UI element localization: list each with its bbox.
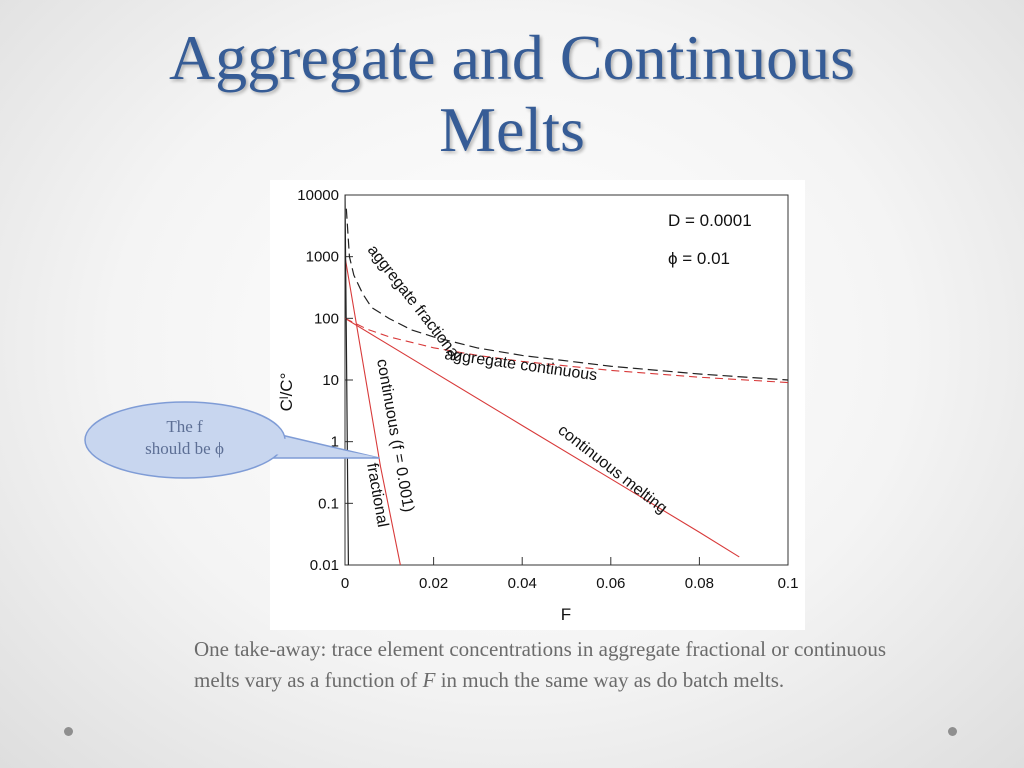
y-tick-label: 0.01 xyxy=(310,557,339,574)
y-tick-label: 1000 xyxy=(306,249,339,266)
y-tick-label: 0.1 xyxy=(318,495,339,512)
label-continuous-melting: continuous melting xyxy=(555,422,671,518)
takeaway-part2: in much the same way as do batch melts. xyxy=(435,668,785,692)
takeaway-part1: One take-away: trace element concentrati… xyxy=(194,637,887,692)
x-tick-label: 0.06 xyxy=(596,575,625,592)
label-aggregate-continuous: aggregate continuous xyxy=(443,346,598,384)
chart-panel: 0.01 0.1 1 10 100 1000 10000 0 0.02 0.04 0.06 0.08… xyxy=(270,180,805,630)
takeaway-italic-f: F xyxy=(422,668,436,692)
melt-chart: 0.01 0.1 1 10 100 1000 10000 0 0.02 0.04 0.06 0.08… xyxy=(277,187,799,624)
x-tick-label: 0.08 xyxy=(685,575,714,592)
callout-line1: The f xyxy=(166,417,203,436)
y-axis-label: Cˡ/C° xyxy=(277,373,296,412)
x-tick-label: 0.1 xyxy=(778,575,799,592)
x-ticks: 0 0.02 0.04 0.06 0.08 0.1 xyxy=(341,557,799,592)
y-tick-label: 1 xyxy=(331,434,339,451)
y-ticks: 0.01 0.1 1 10 100 1000 10000 xyxy=(297,187,353,574)
callout-shape xyxy=(84,401,380,479)
series-layer xyxy=(345,195,788,565)
y-tick-label: 100 xyxy=(314,310,339,327)
slide-title-line1: Aggregate and Continuous xyxy=(168,22,856,93)
x-tick-label: 0.04 xyxy=(508,575,537,592)
series-aggregate-fractional xyxy=(345,208,788,381)
series-continuous-f-0-001 xyxy=(345,256,401,565)
slide-title-line2: Melts xyxy=(439,94,585,165)
x-axis-label: F xyxy=(561,605,571,624)
slide-title: Aggregate and Continuous Melts xyxy=(0,22,1024,166)
x-tick-label: 0.02 xyxy=(419,575,448,592)
series-continuous-melting xyxy=(345,317,740,558)
annotation-phi: ϕ = 0.01 xyxy=(668,249,730,268)
series-aggregate-continuous xyxy=(345,317,788,384)
y-tick-label: 10000 xyxy=(297,187,339,204)
right-bullet-dot xyxy=(948,727,957,736)
annotation-d: D = 0.0001 xyxy=(668,211,752,230)
y-tick-label: 10 xyxy=(322,372,339,389)
x-tick-label: 0 xyxy=(341,575,349,592)
series-fractional xyxy=(345,195,350,565)
callout-bubble: The f should be ϕ xyxy=(82,398,422,488)
takeaway-text: One take-away: trace element concentrati… xyxy=(194,634,914,696)
callout-text: The f should be ϕ xyxy=(102,416,267,460)
callout-line2: should be ϕ xyxy=(145,439,224,458)
left-bullet-dot xyxy=(64,727,73,736)
